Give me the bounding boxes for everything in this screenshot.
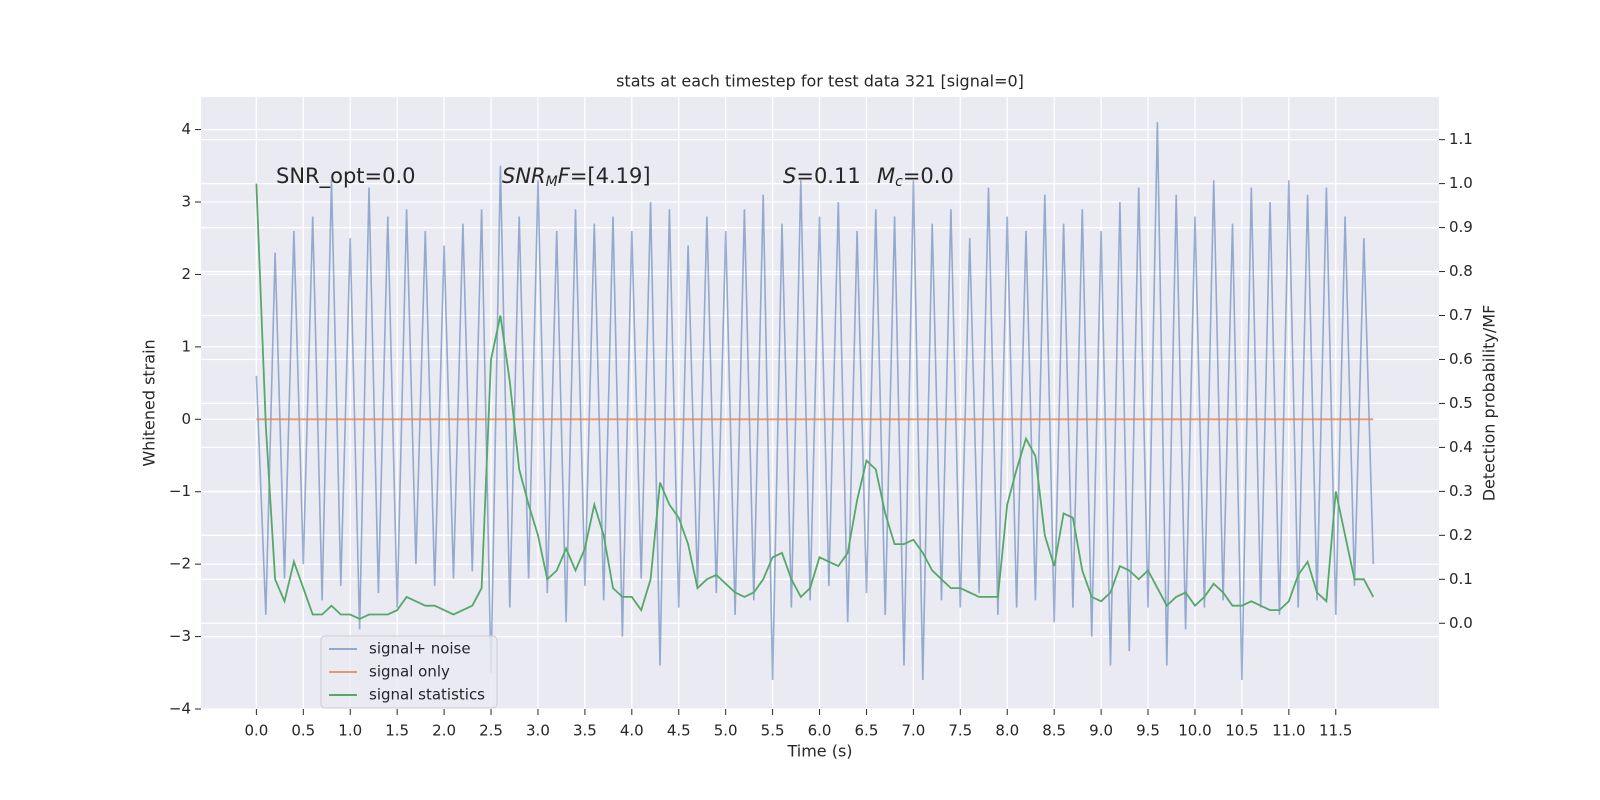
y-tick-label: 4 <box>181 120 191 138</box>
x-tick-label: 5.0 <box>714 722 738 740</box>
x-tick-label: 6.5 <box>855 722 879 740</box>
annotation-part: S <box>783 164 796 188</box>
x-tick-label: 7.0 <box>901 722 925 740</box>
y2-tick-label: 0.2 <box>1449 526 1473 544</box>
legend-label: signal only <box>369 663 450 681</box>
x-tick-label: 1.0 <box>338 722 362 740</box>
x-tick-label: 0.0 <box>244 722 268 740</box>
annotation-part: M <box>546 174 558 190</box>
x-tick-label: 4.0 <box>620 722 644 740</box>
x-tick-label: 2.0 <box>432 722 456 740</box>
x-tick-label: 7.5 <box>948 722 972 740</box>
y-tick-label: −4 <box>169 700 191 718</box>
y2-tick-label: 0.6 <box>1449 350 1473 368</box>
annotation: S=0.11 <box>783 164 861 188</box>
annotation-part: SNR_opt=0.0 <box>276 164 416 189</box>
annotation: Mc=0.0 <box>877 164 954 190</box>
y2-tick-label: 1.0 <box>1449 174 1473 192</box>
x-tick-label: 8.0 <box>995 722 1019 740</box>
annotation-part: SNR <box>502 164 546 188</box>
y2-tick-label: 0.3 <box>1449 482 1473 500</box>
annotation-part: =[4.19] <box>570 164 651 188</box>
annotation-part: =0.11 <box>796 164 860 188</box>
x-tick-label: 10.0 <box>1178 722 1211 740</box>
x-tick-label: 10.5 <box>1225 722 1258 740</box>
y-axis-label: Whitened strain <box>140 339 159 466</box>
y-tick-label: −2 <box>169 555 191 573</box>
y2-axis-label: Detection probability/MF <box>1480 305 1499 502</box>
y2-tick-label: 1.1 <box>1449 130 1473 148</box>
x-tick-label: 4.5 <box>667 722 691 740</box>
labels: 0.0 0.5 1.0 1.5 2.0 2.5 3.0 3.5 4.0 4.5 5.0 5.5 6.0 6… <box>169 120 1473 739</box>
y-tick-label: −3 <box>169 627 191 645</box>
legend-label: signal+ noise <box>369 640 471 658</box>
x-axis-label: Time (s) <box>786 742 852 761</box>
y2-tick-label: 0.4 <box>1449 438 1473 456</box>
y2-tick-label: 0.1 <box>1449 570 1473 588</box>
legend-box <box>320 635 498 709</box>
annotation-part: M <box>877 164 895 188</box>
x-tick-label: 9.5 <box>1136 722 1160 740</box>
y2-tick-label: 0.8 <box>1449 262 1473 280</box>
x-tick-label: 0.5 <box>291 722 315 740</box>
x-tick-label: 3.0 <box>526 722 550 740</box>
y-tick-label: −1 <box>169 482 191 500</box>
legend-label: signal statistics <box>369 686 485 704</box>
y-tick-label: 1 <box>181 337 191 355</box>
chart-title: stats at each timestep for test data 321… <box>616 72 1024 91</box>
y-tick-label: 3 <box>181 193 191 211</box>
annotation-part: =0.0 <box>903 164 954 188</box>
y2-tick-label: 0.0 <box>1449 614 1473 632</box>
y2-tick-label: 0.5 <box>1449 394 1473 412</box>
annotation: SNR_opt=0.0 <box>276 164 416 189</box>
x-tick-label: 9.0 <box>1089 722 1113 740</box>
y-tick-label: 0 <box>181 410 191 428</box>
x-tick-label: 3.5 <box>573 722 597 740</box>
x-tick-label: 1.5 <box>385 722 409 740</box>
annotation: SNRMF=[4.19] <box>502 164 651 190</box>
series-line <box>255 122 1375 681</box>
annotation-part: F <box>558 164 571 188</box>
y2-tick-label: 0.7 <box>1449 306 1473 324</box>
marks <box>255 122 1375 681</box>
x-tick-label: 8.5 <box>1042 722 1066 740</box>
x-tick-label: 6.0 <box>808 722 832 740</box>
y-tick-label: 2 <box>181 265 191 283</box>
y2-tick-label: 0.9 <box>1449 218 1473 236</box>
x-tick-label: 2.5 <box>479 722 503 740</box>
x-tick-label: 11.0 <box>1272 722 1305 740</box>
annotation-part: c <box>895 174 903 190</box>
x-tick-label: 11.5 <box>1319 722 1352 740</box>
series-line <box>255 183 1375 620</box>
x-tick-label: 5.5 <box>761 722 785 740</box>
